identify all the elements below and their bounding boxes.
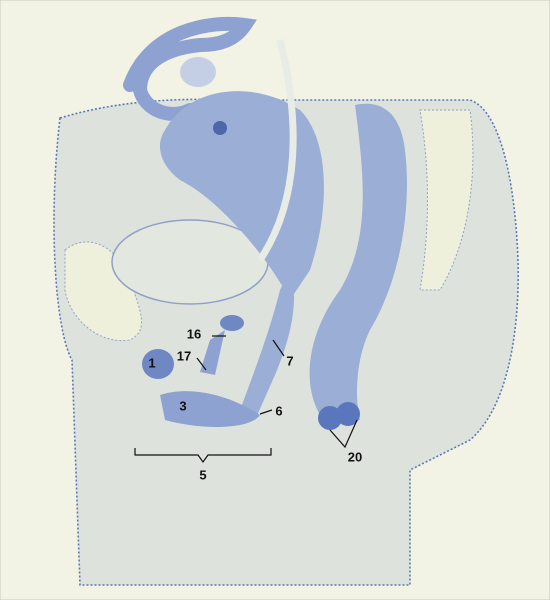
label: 17 — [177, 348, 191, 363]
label: 7 — [286, 353, 293, 368]
anal-plexus — [336, 402, 360, 426]
sacrum — [419, 109, 474, 291]
vestibule — [160, 391, 260, 427]
label: 3 — [179, 398, 186, 413]
label: 5 — [199, 467, 206, 482]
uterus-spot — [213, 121, 227, 135]
fallopian-tube — [123, 16, 257, 121]
urethral-gland — [220, 315, 244, 331]
rectum — [309, 103, 407, 420]
leader-line — [329, 419, 358, 449]
vagina — [240, 270, 295, 420]
label: 20 — [348, 449, 362, 464]
instrument — [257, 39, 297, 262]
leaders — [134, 335, 358, 464]
ovary — [180, 57, 216, 87]
urethra — [200, 330, 225, 375]
uterus — [160, 91, 324, 300]
brace — [134, 448, 272, 464]
leader-line — [196, 357, 207, 371]
label: 16 — [187, 326, 201, 341]
label: 6 — [275, 403, 282, 418]
leader-line — [272, 339, 285, 357]
clitoris — [142, 349, 174, 379]
leader-line — [259, 409, 273, 415]
body-outline — [53, 98, 519, 586]
label: 1 — [148, 355, 155, 370]
anal-plexus — [318, 406, 342, 430]
